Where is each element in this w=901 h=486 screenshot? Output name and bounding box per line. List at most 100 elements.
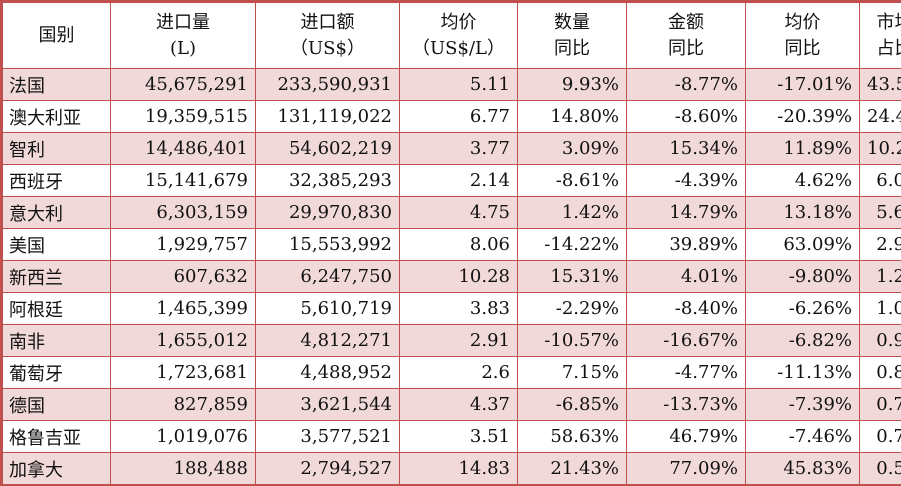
market-share-cell: 10.2% [859, 132, 901, 165]
volume-yoy-cell: 58.63% [517, 420, 627, 453]
market-share-cell: 0.5% [859, 452, 901, 485]
avg-price-cell: 3.51 [399, 420, 518, 453]
header-label-line1: 市场 [876, 11, 901, 33]
import-value-cell: 4,812,271 [255, 324, 400, 357]
value-yoy-cell: -4.77% [626, 356, 746, 389]
market-share-cell: 6.0% [859, 164, 901, 197]
import-value-cell: 6,247,750 [255, 260, 400, 293]
country-cell: 美国 [2, 228, 111, 261]
header-label-line1: 均价 [440, 11, 477, 33]
volume-yoy-cell: -8.61% [517, 164, 627, 197]
import-value-cell: 29,970,830 [255, 196, 400, 229]
table-row: 法国 45,675,291 233,590,931 5.11 9.93% -8.… [2, 68, 901, 101]
import-volume-cell: 6,303,159 [110, 196, 256, 229]
avg-price-cell: 3.77 [399, 132, 518, 165]
value-yoy-cell: -8.77% [626, 68, 746, 101]
avg-price-cell: 4.37 [399, 388, 518, 421]
value-yoy-cell: 4.01% [626, 260, 746, 293]
table-row: 西班牙 15,141,679 32,385,293 2.14 -8.61% -4… [2, 164, 901, 197]
price-yoy-cell: 63.09% [745, 228, 860, 261]
value-yoy-cell: -8.40% [626, 292, 746, 325]
table-row: 智利 14,486,401 54,602,219 3.77 3.09% 15.3… [2, 132, 901, 165]
value-yoy-cell: 39.89% [626, 228, 746, 261]
import-value-cell: 4,488,952 [255, 356, 400, 389]
price-yoy-cell: -11.13% [745, 356, 860, 389]
avg-price-cell: 2.91 [399, 324, 518, 357]
avg-price-cell: 3.83 [399, 292, 518, 325]
import-volume-cell: 19,359,515 [110, 100, 256, 133]
market-share-cell: 0.7% [859, 388, 901, 421]
price-yoy-cell: -17.01% [745, 68, 860, 101]
avg-price-cell: 5.11 [399, 68, 518, 101]
country-cell: 法国 [2, 68, 111, 101]
header-label-line2: （US$/L） [412, 37, 505, 59]
header-import-volume: 进口量 (L) [110, 2, 256, 69]
market-share-cell: 24.4% [859, 100, 901, 133]
table-row: 德国 827,859 3,621,544 4.37 -6.85% -13.73%… [2, 388, 901, 421]
volume-yoy-cell: 1.42% [517, 196, 627, 229]
table-row: 格鲁吉亚 1,019,076 3,577,521 3.51 58.63% 46.… [2, 420, 901, 453]
header-row: 国别 进口量 (L) 进口额 （US$） 均价 （US$/L） 数量 同比 [2, 2, 901, 69]
import-value-cell: 5,610,719 [255, 292, 400, 325]
price-yoy-cell: 11.89% [745, 132, 860, 165]
value-yoy-cell: 14.79% [626, 196, 746, 229]
price-yoy-cell: 45.83% [745, 452, 860, 485]
volume-yoy-cell: -6.85% [517, 388, 627, 421]
import-volume-cell: 1,655,012 [110, 324, 256, 357]
value-yoy-cell: 46.79% [626, 420, 746, 453]
import-volume-cell: 15,141,679 [110, 164, 256, 197]
volume-yoy-cell: -14.22% [517, 228, 627, 261]
header-label-line1: 均价 [784, 11, 821, 33]
import-value-cell: 131,119,022 [255, 100, 400, 133]
market-share-cell: 0.7% [859, 420, 901, 453]
price-yoy-cell: -6.26% [745, 292, 860, 325]
table-row: 美国 1,929,757 15,553,992 8.06 -14.22% 39.… [2, 228, 901, 261]
table-row: 南非 1,655,012 4,812,271 2.91 -10.57% -16.… [2, 324, 901, 357]
price-yoy-cell: -7.46% [745, 420, 860, 453]
header-avg-price: 均价 （US$/L） [399, 2, 518, 69]
volume-yoy-cell: -10.57% [517, 324, 627, 357]
import-value-cell: 3,577,521 [255, 420, 400, 453]
table-body: 法国 45,675,291 233,590,931 5.11 9.93% -8.… [2, 68, 901, 485]
country-cell: 南非 [2, 324, 111, 357]
value-yoy-cell: 15.34% [626, 132, 746, 165]
country-cell: 西班牙 [2, 164, 111, 197]
table-row: 澳大利亚 19,359,515 131,119,022 6.77 14.80% … [2, 100, 901, 133]
import-value-cell: 15,553,992 [255, 228, 400, 261]
country-cell: 加拿大 [2, 452, 111, 485]
country-cell: 新西兰 [2, 260, 111, 293]
import-volume-cell: 1,019,076 [110, 420, 256, 453]
price-yoy-cell: -6.82% [745, 324, 860, 357]
country-cell: 意大利 [2, 196, 111, 229]
header-price-yoy: 均价 同比 [745, 2, 860, 69]
market-share-cell: 1.2% [859, 260, 901, 293]
value-yoy-cell: -13.73% [626, 388, 746, 421]
import-volume-cell: 827,859 [110, 388, 256, 421]
country-cell: 智利 [2, 132, 111, 165]
value-yoy-cell: 77.09% [626, 452, 746, 485]
import-value-cell: 54,602,219 [255, 132, 400, 165]
price-yoy-cell: -7.39% [745, 388, 860, 421]
header-label-line2: 占比 [876, 37, 901, 59]
volume-yoy-cell: 15.31% [517, 260, 627, 293]
header-label-line2: 同比 [784, 37, 821, 59]
header-country: 国别 [2, 2, 111, 69]
import-value-cell: 32,385,293 [255, 164, 400, 197]
header-value-yoy: 金额 同比 [626, 2, 746, 69]
import-volume-cell: 14,486,401 [110, 132, 256, 165]
header-label-line2: (L) [170, 37, 196, 59]
volume-yoy-cell: 9.93% [517, 68, 627, 101]
avg-price-cell: 8.06 [399, 228, 518, 261]
import-volume-cell: 607,632 [110, 260, 256, 293]
import-value-cell: 2,794,527 [255, 452, 400, 485]
avg-price-cell: 14.83 [399, 452, 518, 485]
import-volume-cell: 188,488 [110, 452, 256, 485]
import-value-cell: 3,621,544 [255, 388, 400, 421]
header-label-line1: 进口量 [156, 11, 210, 33]
import-volume-cell: 1,465,399 [110, 292, 256, 325]
avg-price-cell: 6.77 [399, 100, 518, 133]
table-row: 阿根廷 1,465,399 5,610,719 3.83 -2.29% -8.4… [2, 292, 901, 325]
header-country-label: 国别 [38, 24, 75, 46]
country-cell: 阿根廷 [2, 292, 111, 325]
